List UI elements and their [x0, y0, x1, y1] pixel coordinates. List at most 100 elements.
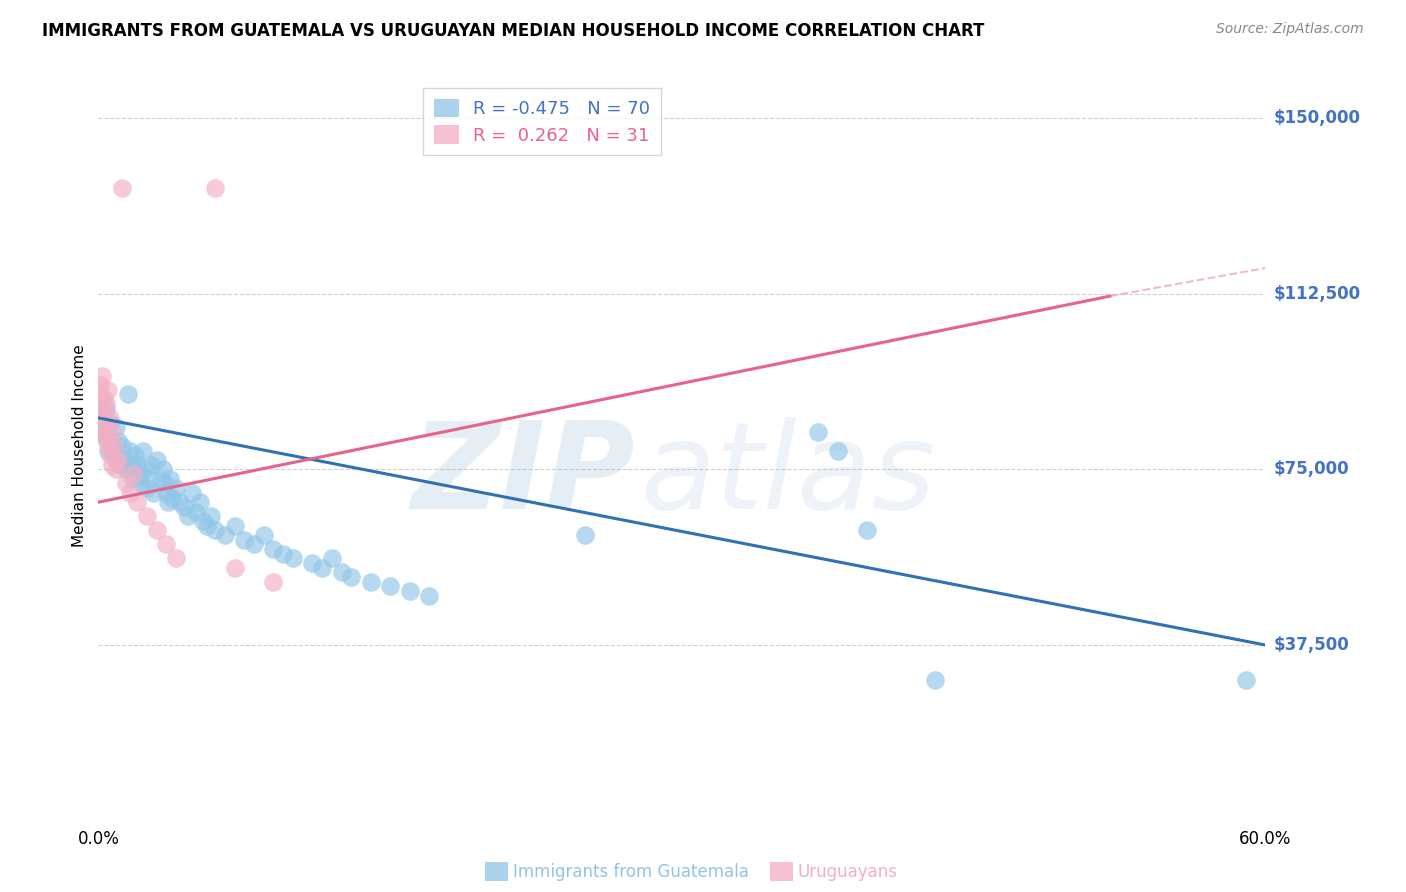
Point: [360, 574, 382, 589]
Point: [107, 434, 129, 449]
Point: [200, 509, 222, 524]
Point: [807, 425, 830, 439]
Point: [101, 458, 124, 472]
Point: [321, 551, 343, 566]
Legend: R = -0.475   N = 70, R =  0.262   N = 31: R = -0.475 N = 70, R = 0.262 N = 31: [423, 88, 661, 155]
Point: [91, 368, 114, 383]
Point: [149, 472, 172, 486]
Text: $75,000: $75,000: [1274, 460, 1350, 478]
Text: $112,500: $112,500: [1274, 285, 1361, 302]
Point: [104, 462, 127, 476]
Text: Immigrants from Guatemala: Immigrants from Guatemala: [513, 863, 749, 881]
Point: [173, 500, 195, 514]
Point: [98, 416, 121, 430]
Point: [924, 673, 946, 688]
Point: [112, 453, 135, 467]
Point: [177, 509, 200, 524]
Text: ZIP: ZIP: [412, 417, 636, 534]
Point: [127, 458, 149, 472]
Point: [157, 495, 180, 509]
Point: [204, 523, 226, 537]
Point: [139, 458, 162, 472]
Point: [152, 462, 174, 476]
Point: [96, 430, 118, 444]
Point: [188, 495, 211, 509]
Point: [301, 556, 323, 570]
Point: [169, 495, 191, 509]
Text: atlas: atlas: [641, 417, 936, 534]
Point: [97, 439, 120, 453]
Point: [204, 181, 226, 195]
Point: [101, 439, 124, 453]
Point: [101, 425, 124, 439]
Point: [224, 561, 246, 575]
Point: [111, 181, 134, 195]
Point: [155, 537, 177, 551]
Point: [89, 378, 111, 392]
Point: [96, 401, 118, 416]
Text: $150,000: $150,000: [1274, 109, 1361, 128]
Point: [127, 495, 149, 509]
Point: [103, 439, 125, 453]
Point: [1234, 673, 1257, 688]
Point: [262, 574, 284, 589]
Point: [91, 411, 114, 425]
Point: [128, 467, 150, 482]
Point: [121, 458, 143, 472]
Point: [418, 589, 440, 603]
Text: Source: ZipAtlas.com: Source: ZipAtlas.com: [1216, 22, 1364, 37]
Point: [114, 462, 136, 476]
Point: [262, 542, 284, 557]
Point: [159, 472, 181, 486]
Point: [165, 481, 187, 495]
Point: [98, 449, 121, 463]
Point: [118, 485, 141, 500]
Point: [330, 566, 353, 580]
Point: [89, 401, 111, 416]
Point: [281, 551, 304, 566]
Point: [136, 509, 159, 524]
Point: [195, 518, 218, 533]
Point: [122, 472, 145, 486]
Point: [89, 425, 111, 439]
Point: [136, 481, 159, 495]
Point: [153, 476, 176, 491]
Point: [97, 383, 120, 397]
Point: [118, 443, 141, 458]
Point: [271, 547, 294, 561]
Text: Uruguayans: Uruguayans: [797, 863, 897, 881]
Point: [146, 523, 169, 537]
Point: [162, 491, 184, 505]
Text: $37,500: $37,500: [1274, 636, 1350, 654]
Point: [107, 453, 129, 467]
Point: [224, 518, 246, 533]
Point: [398, 584, 420, 599]
Point: [827, 443, 849, 458]
Text: IMMIGRANTS FROM GUATEMALA VS URUGUAYAN MEDIAN HOUSEHOLD INCOME CORRELATION CHART: IMMIGRANTS FROM GUATEMALA VS URUGUAYAN M…: [42, 22, 984, 40]
Point: [108, 458, 131, 472]
Point: [93, 392, 115, 407]
Point: [111, 439, 134, 453]
Point: [98, 411, 121, 425]
Point: [122, 467, 145, 482]
Point: [574, 528, 596, 542]
Point: [142, 485, 165, 500]
Point: [89, 387, 111, 401]
Point: [340, 570, 363, 584]
Point: [91, 406, 114, 420]
Point: [93, 416, 115, 430]
Point: [855, 523, 877, 537]
Point: [103, 449, 125, 463]
Point: [114, 476, 136, 491]
Point: [93, 430, 115, 444]
Point: [180, 485, 202, 500]
Point: [117, 387, 139, 401]
Point: [132, 443, 155, 458]
Point: [97, 443, 120, 458]
Point: [134, 462, 156, 476]
Point: [91, 425, 114, 439]
Point: [311, 561, 333, 575]
Point: [233, 533, 256, 547]
Point: [96, 397, 118, 411]
Point: [129, 476, 152, 491]
